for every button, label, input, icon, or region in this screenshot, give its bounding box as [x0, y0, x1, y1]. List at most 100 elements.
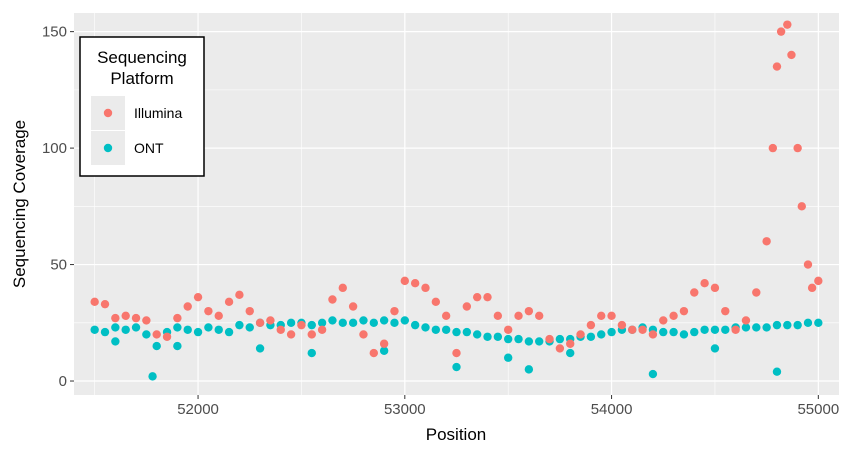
point-ont-71 [111, 337, 120, 346]
point-illumina-22 [317, 325, 327, 334]
point-ont-60 [710, 325, 720, 334]
point-illumina-37 [472, 292, 482, 302]
point-ont-4 [131, 323, 141, 332]
point-ont-5 [142, 330, 151, 339]
point-illumina-72 [797, 202, 806, 211]
point-ont-30 [400, 316, 410, 325]
point-illumina-6 [152, 330, 161, 339]
point-ont-8 [173, 323, 182, 332]
point-illumina-50 [607, 311, 616, 321]
legend-title-line-1: Sequencing [97, 48, 187, 67]
x-axis-title: Position [426, 425, 486, 444]
point-illumina-65 [762, 237, 771, 246]
point-illumina-64 [752, 288, 761, 297]
point-ont-26 [359, 316, 368, 325]
y-tick-label-1: 50 [50, 257, 67, 274]
point-illumina-33 [431, 297, 441, 307]
point-illumina-67 [772, 62, 782, 71]
point-ont-63 [741, 323, 751, 332]
legend-dot-ont [103, 143, 113, 153]
legend: Sequencing Platform Illumina ONT [79, 36, 205, 177]
point-illumina-4 [131, 313, 141, 323]
point-illumina-71 [793, 143, 802, 153]
point-illumina-57 [679, 306, 689, 316]
point-ont-64 [752, 323, 761, 332]
point-ont-55 [659, 327, 668, 337]
point-ont-83 [772, 367, 782, 376]
point-ont-2 [111, 323, 120, 332]
point-illumina-27 [369, 348, 378, 358]
point-ont-33 [431, 325, 441, 334]
point-ont-82 [710, 344, 720, 353]
point-ont-41 [514, 334, 523, 344]
point-ont-70 [814, 318, 823, 327]
point-illumina-46 [566, 339, 575, 348]
point-ont-31 [410, 320, 420, 330]
point-illumina-38 [483, 292, 492, 302]
y-axis: 0 50 100 150 [42, 24, 74, 390]
point-illumina-16 [255, 318, 265, 327]
y-tick-label-2: 100 [42, 140, 67, 157]
point-illumina-41 [514, 311, 523, 321]
point-illumina-35 [452, 348, 461, 358]
point-ont-81 [648, 369, 658, 379]
point-illumina-54 [648, 330, 658, 339]
x-axis: 52000 53000 54000 55000 [177, 395, 839, 418]
point-illumina-45 [555, 344, 565, 353]
point-illumina-23 [328, 295, 337, 304]
point-ont-49 [597, 330, 606, 339]
point-illumina-5 [142, 316, 151, 325]
point-ont-23 [328, 316, 337, 325]
point-ont-21 [307, 320, 316, 330]
point-illumina-52 [628, 325, 637, 334]
point-illumina-66 [768, 143, 778, 153]
x-tick-label-3: 55000 [797, 401, 839, 418]
point-illumina-20 [297, 320, 306, 330]
point-ont-40 [503, 334, 513, 344]
legend-label-ont: ONT [134, 140, 164, 156]
point-ont-32 [421, 323, 430, 332]
point-illumina-19 [286, 330, 296, 339]
point-ont-72 [173, 341, 182, 351]
x-tick-label-1: 53000 [384, 401, 426, 418]
point-illumina-53 [638, 325, 647, 334]
point-ont-38 [483, 332, 492, 341]
point-illumina-56 [669, 311, 678, 321]
legend-dot-illumina [103, 108, 113, 118]
point-ont-14 [235, 320, 244, 330]
point-illumina-26 [359, 330, 368, 339]
point-illumina-10 [193, 292, 203, 302]
point-illumina-9 [183, 302, 192, 311]
point-illumina-15 [245, 306, 254, 316]
point-ont-78 [503, 353, 513, 362]
point-ont-12 [214, 325, 223, 334]
point-illumina-30 [400, 276, 410, 286]
point-illumina-31 [410, 278, 420, 288]
point-ont-76 [379, 346, 389, 355]
point-ont-15 [245, 323, 254, 332]
point-illumina-58 [690, 288, 699, 297]
point-ont-79 [524, 365, 534, 374]
point-illumina-0 [90, 297, 99, 307]
series-illumina [90, 20, 823, 358]
point-illumina-28 [379, 339, 389, 348]
point-ont-0 [90, 325, 99, 334]
point-ont-61 [721, 325, 730, 334]
point-illumina-48 [586, 320, 596, 330]
point-illumina-69 [783, 20, 792, 29]
point-illumina-13 [224, 297, 234, 307]
point-illumina-21 [307, 330, 316, 339]
point-ont-6 [152, 341, 161, 351]
point-ont-9 [183, 325, 192, 334]
point-ont-59 [700, 325, 709, 334]
point-ont-57 [679, 330, 689, 339]
point-ont-39 [493, 332, 503, 341]
point-illumina-74 [807, 283, 817, 293]
point-ont-35 [452, 327, 461, 337]
point-illumina-1 [100, 299, 110, 309]
point-illumina-8 [173, 313, 182, 323]
point-ont-43 [535, 337, 544, 346]
point-illumina-29 [390, 306, 399, 316]
x-tick-label-2: 54000 [591, 401, 633, 418]
